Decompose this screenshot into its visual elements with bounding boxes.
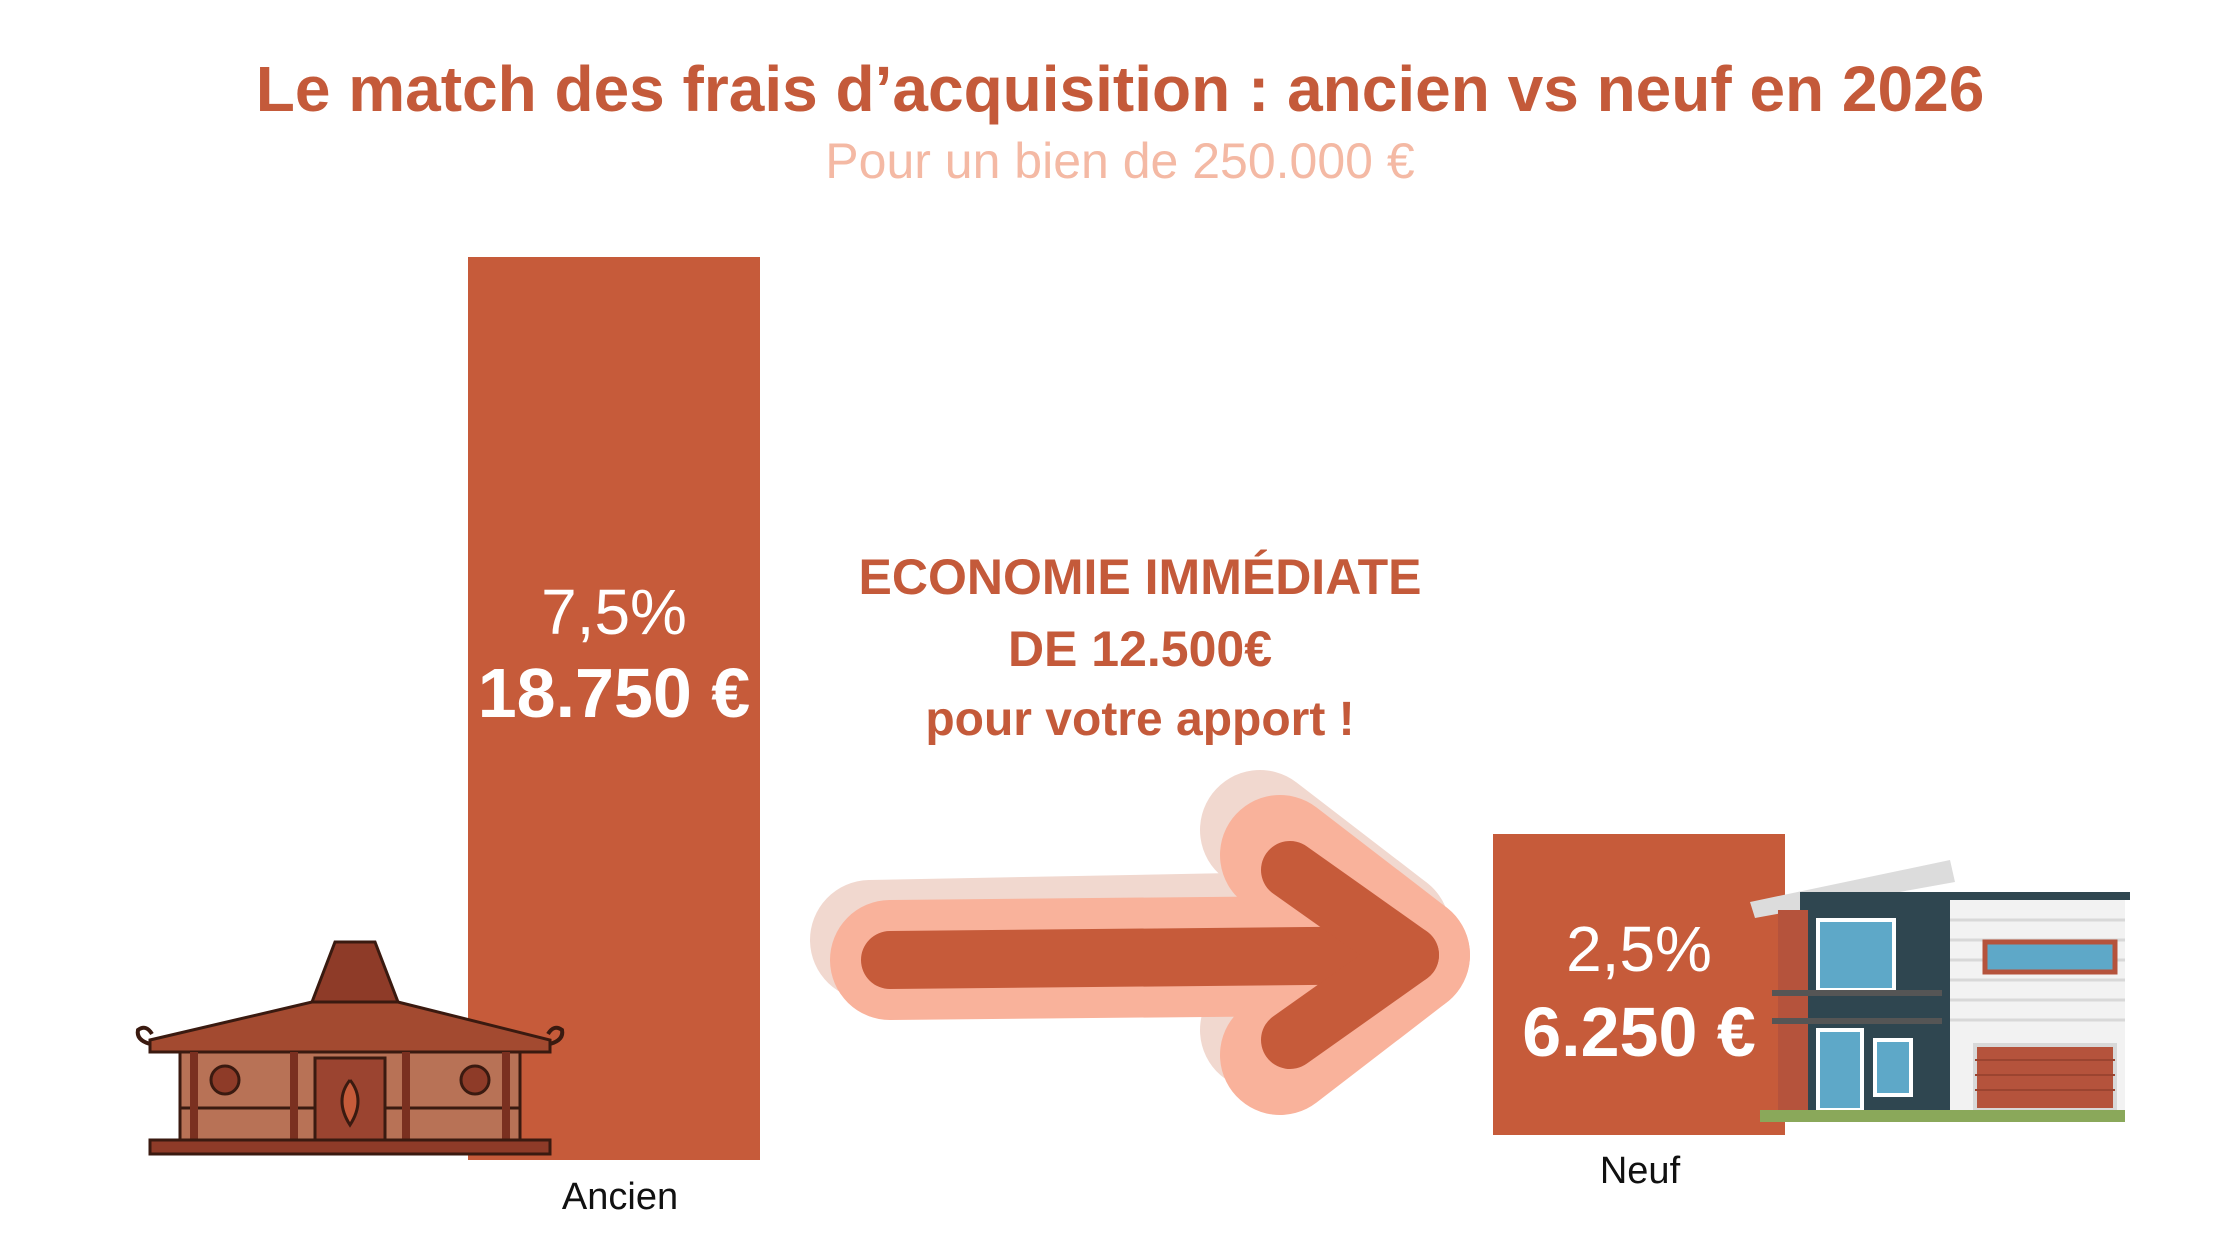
bar-ancien-value-label: 18.750 € [477, 654, 751, 732]
chart-title: Le match des frais d’acquisition : ancie… [255, 53, 1985, 125]
bar-ancien-percent-label: 7,5% [541, 576, 687, 648]
category-label-neuf: Neuf [1599, 1150, 1681, 1192]
bar-neuf-value-label: 6.250 € [1522, 993, 1756, 1071]
savings-annotation-line-3: pour votre apport ! [925, 693, 1355, 746]
modern-house-icon [1750, 860, 2130, 1122]
chart-subtitle: Pour un bien de 250.000 € [825, 133, 1415, 189]
bar-ancien: 7,5% 18.750 € [468, 257, 760, 1160]
savings-annotation-line-1: ECONOMIE IMMÉDIATE [858, 549, 1422, 605]
bar-neuf: 2,5% 6.250 € [1493, 834, 1785, 1135]
arrow-right-icon [810, 770, 1470, 1115]
category-label-ancien: Ancien [561, 1176, 679, 1218]
bar-neuf-percent-label: 2,5% [1566, 913, 1712, 985]
traditional-house-icon [135, 940, 565, 1156]
savings-annotation-line-2: DE 12.500€ [1007, 621, 1273, 677]
